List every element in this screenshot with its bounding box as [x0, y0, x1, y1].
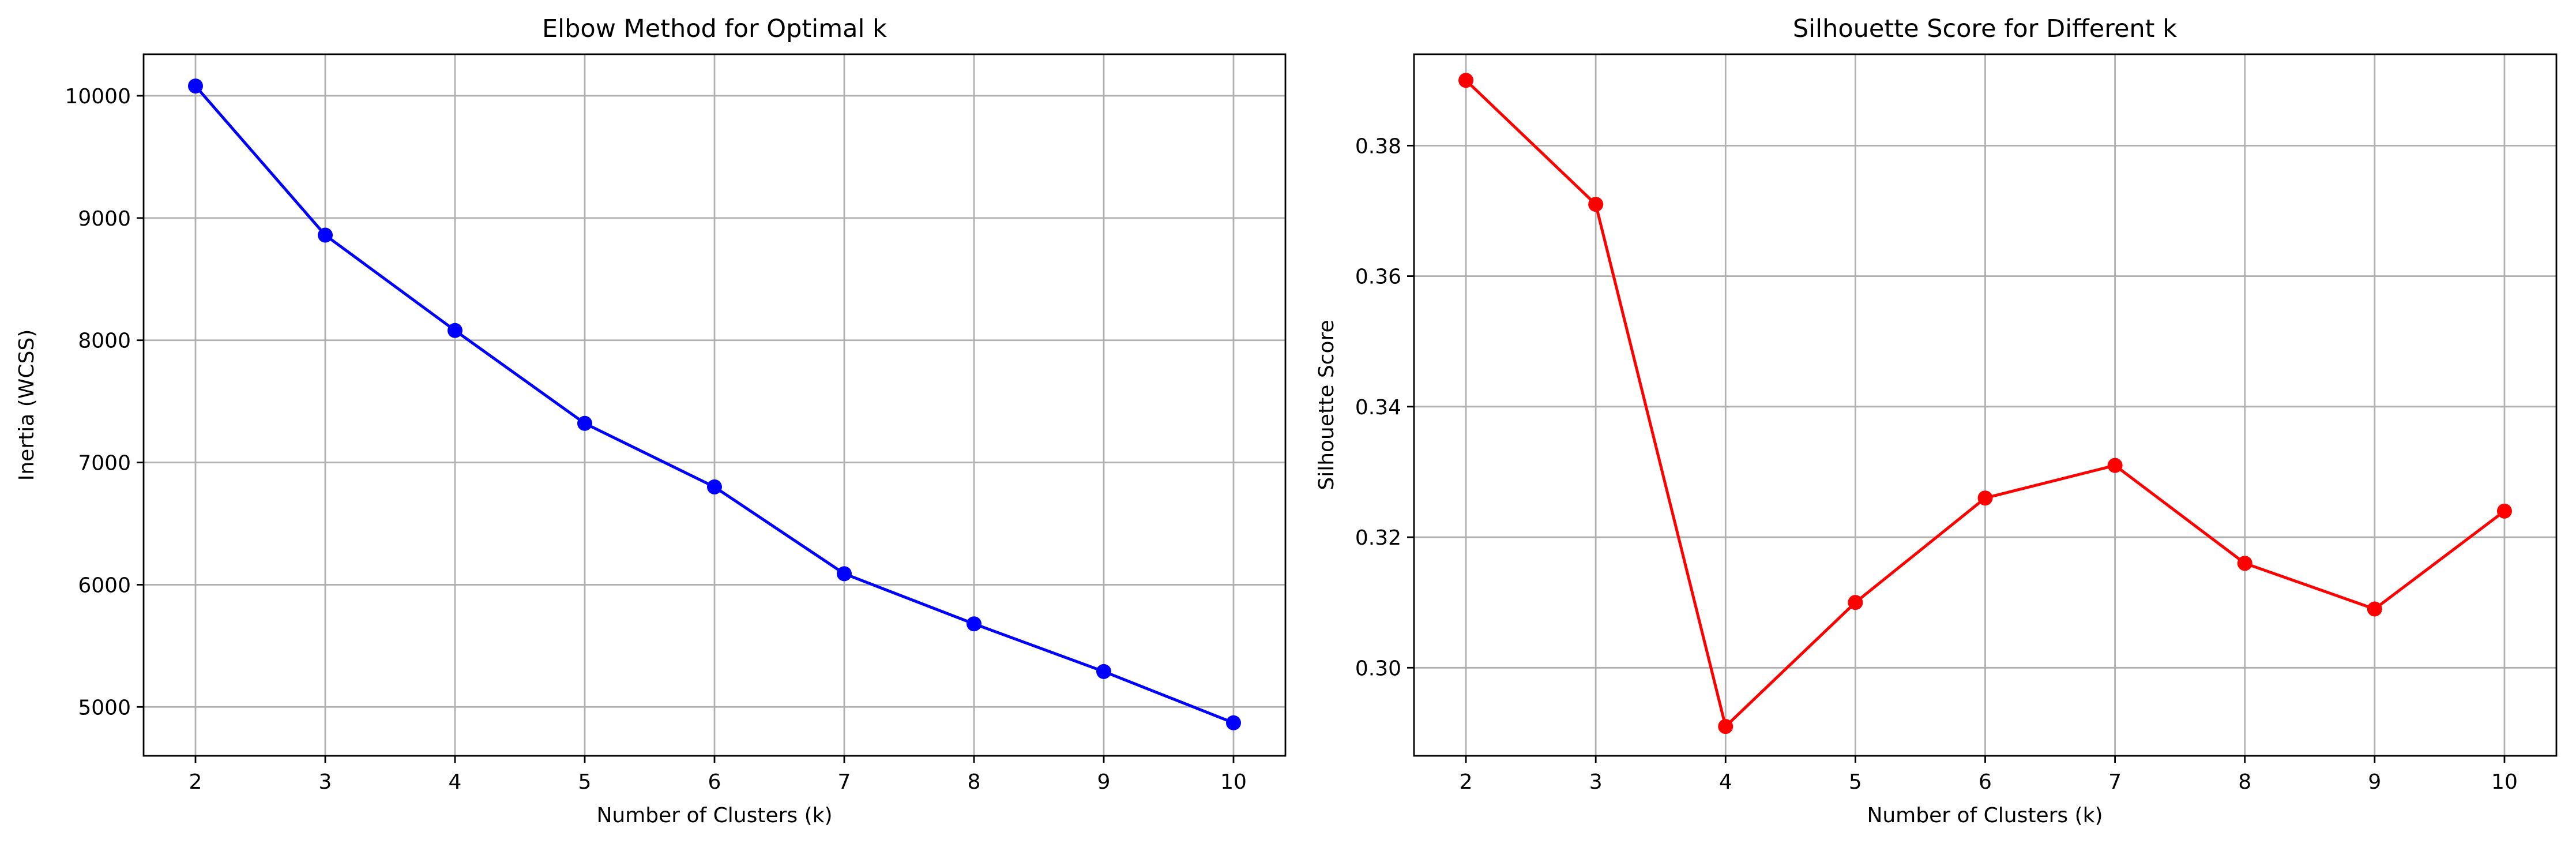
silhouette-series — [1458, 73, 2512, 734]
elbow-data-point — [318, 227, 333, 243]
elbow-data-point — [577, 415, 592, 431]
silhouette-x-tick-label: 2 — [1460, 770, 1473, 794]
elbow-x-tick-label: 6 — [708, 770, 721, 794]
silhouette-y-tick-label: 0.36 — [1355, 265, 1401, 289]
silhouette-data-point — [1588, 197, 1604, 212]
elbow-data-point — [188, 78, 203, 94]
silhouette-data-point — [1718, 719, 1733, 734]
silhouette-x-tick-label: 5 — [1849, 770, 1862, 794]
elbow-x-tick-label: 5 — [578, 770, 592, 794]
elbow-x-tick-label: 4 — [449, 770, 462, 794]
silhouette-x-tick-label: 10 — [2491, 770, 2518, 794]
silhouette-chart-title: Silhouette Score for Different k — [1793, 14, 2177, 43]
elbow-x-tick-label: 8 — [968, 770, 981, 794]
elbow-data-point — [967, 616, 981, 632]
silhouette-data-point — [1848, 595, 1863, 610]
silhouette-data-point — [2107, 458, 2123, 473]
elbow-y-tick-label: 6000 — [78, 574, 131, 597]
elbow-y-tick-label: 10000 — [65, 85, 131, 108]
silhouette-data-point — [2496, 503, 2512, 519]
silhouette-data-point — [1977, 490, 1993, 506]
elbow-data-point — [1096, 664, 1111, 679]
elbow-y-axis-label: Inertia (WCSS) — [15, 329, 39, 481]
elbow-x-tick-label: 9 — [1097, 770, 1111, 794]
silhouette-data-point — [1458, 73, 1474, 88]
silhouette-y-tick-label: 0.38 — [1355, 134, 1401, 158]
elbow-x-tick-label: 3 — [319, 770, 332, 794]
silhouette-x-tick-label: 3 — [1589, 770, 1603, 794]
silhouette-ticks: 2 3 4 5 6 7 8 9 10 0.30 0.32 0.34 0.36 0.38 — [1355, 134, 2518, 794]
silhouette-data-point — [2367, 601, 2382, 617]
silhouette-x-tick-label: 4 — [1719, 770, 1732, 794]
elbow-y-tick-label: 5000 — [78, 696, 131, 719]
elbow-y-tick-label: 7000 — [78, 452, 131, 475]
elbow-y-tick-label: 8000 — [78, 329, 131, 353]
silhouette-x-tick-label: 8 — [2238, 770, 2251, 794]
elbow-chart-title: Elbow Method for Optimal k — [542, 14, 887, 43]
elbow-data-point — [447, 323, 462, 338]
silhouette-chart: 2 3 4 5 6 7 8 9 10 0.30 0.32 0.34 0.36 0.38 Silhouett… — [1315, 14, 2558, 827]
elbow-ticks: 2 3 4 5 6 7 8 9 10 5000 6000 7000 8000 9000 10000 — [65, 85, 1246, 794]
silhouette-y-axis-label: Silhouette Score — [1315, 320, 1338, 490]
silhouette-x-tick-label: 6 — [1979, 770, 1992, 794]
elbow-series — [188, 78, 1241, 730]
silhouette-y-tick-label: 0.30 — [1355, 657, 1401, 680]
elbow-data-point — [837, 566, 852, 582]
silhouette-grid — [1414, 54, 2556, 756]
silhouette-y-tick-label: 0.34 — [1355, 396, 1401, 419]
elbow-x-tick-label: 7 — [838, 770, 851, 794]
silhouette-data-point — [2237, 556, 2252, 571]
elbow-y-tick-label: 9000 — [78, 207, 131, 231]
elbow-grid — [144, 54, 1285, 756]
elbow-chart: 2 3 4 5 6 7 8 9 10 5000 6000 7000 8000 9000 10000 Elbo… — [15, 14, 1287, 827]
silhouette-x-axis-label: Number of Clusters (k) — [1867, 804, 2103, 827]
elbow-x-tick-label: 10 — [1220, 770, 1247, 794]
elbow-data-point — [1226, 715, 1241, 730]
silhouette-x-tick-label: 9 — [2368, 770, 2381, 794]
elbow-data-point — [707, 479, 722, 494]
elbow-x-axis-label: Number of Clusters (k) — [596, 804, 832, 827]
elbow-x-tick-label: 2 — [189, 770, 202, 794]
silhouette-x-tick-label: 7 — [2108, 770, 2122, 794]
silhouette-y-tick-label: 0.32 — [1355, 526, 1401, 550]
